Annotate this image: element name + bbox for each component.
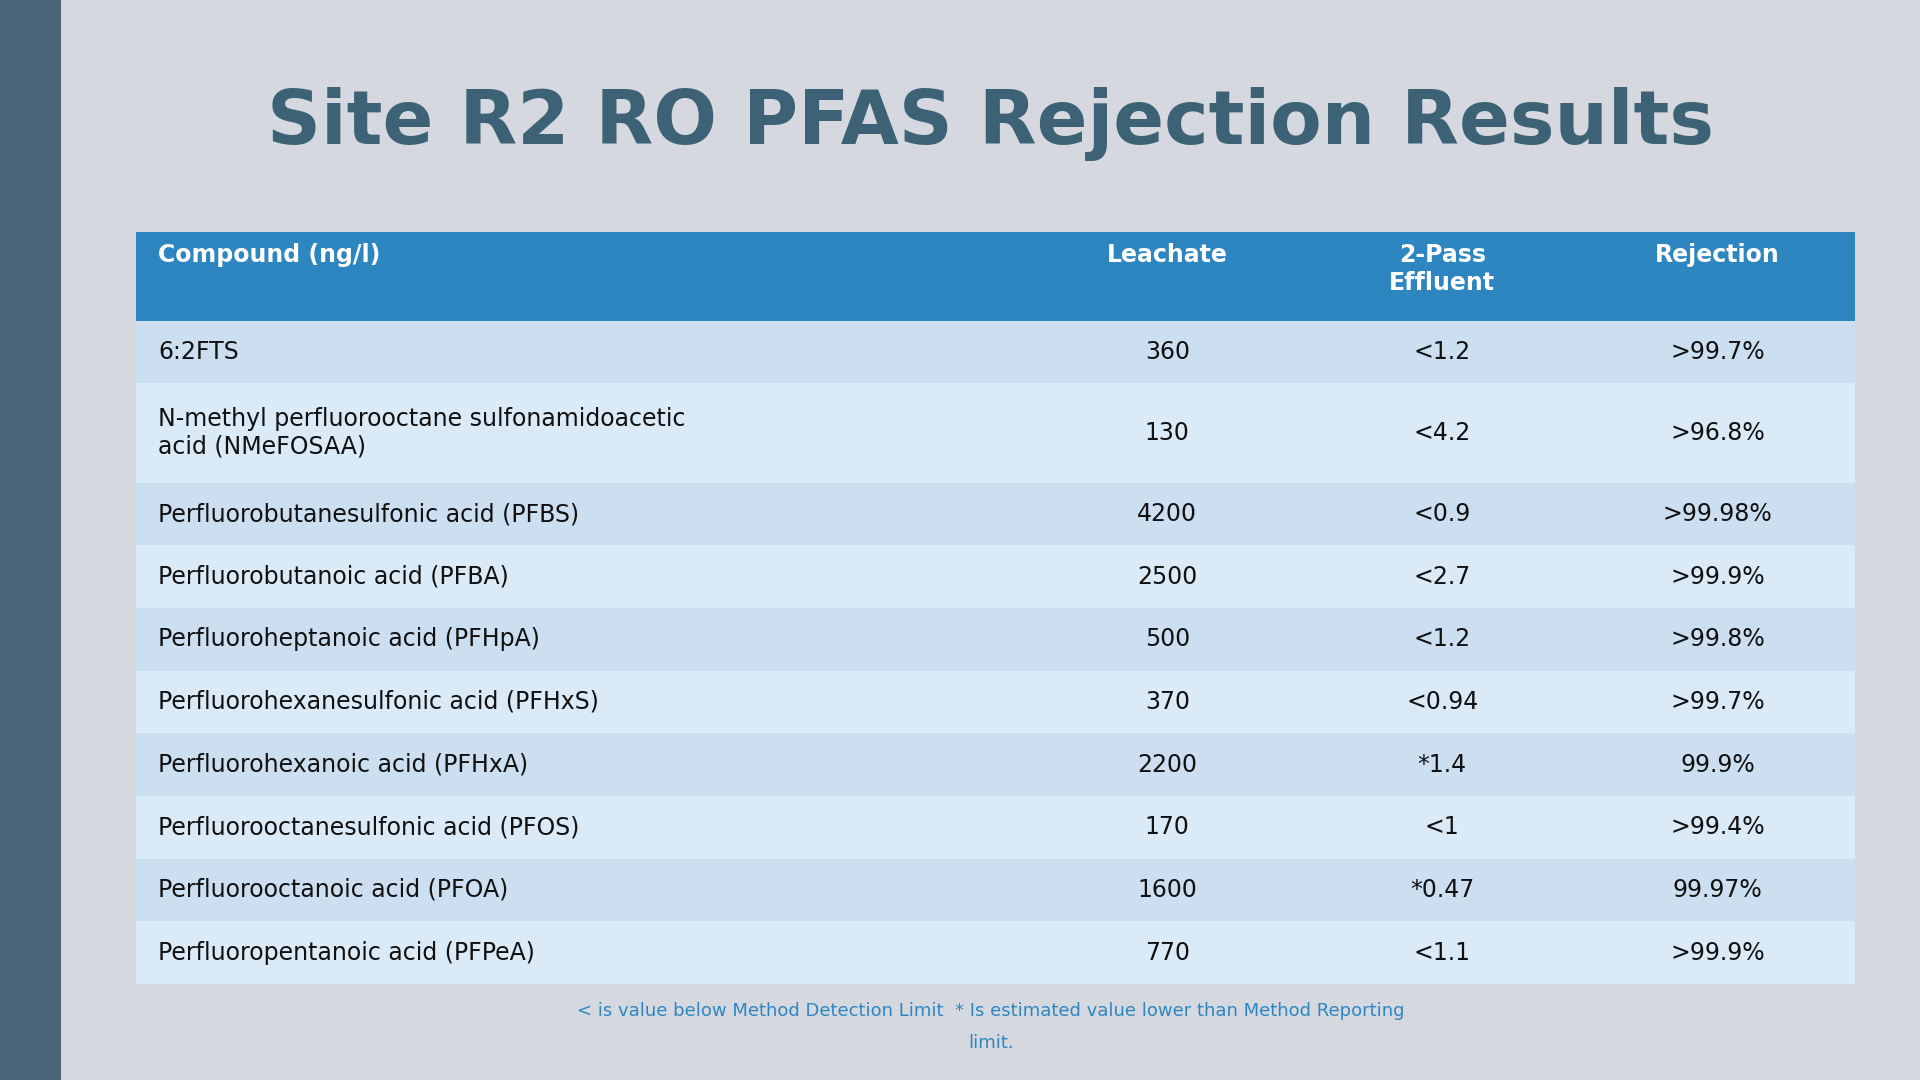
Bar <box>136 921 1855 984</box>
Text: <1.1: <1.1 <box>1413 941 1471 964</box>
Text: Perfluorooctanesulfonic acid (PFOS): Perfluorooctanesulfonic acid (PFOS) <box>157 815 580 839</box>
Text: >99.98%: >99.98% <box>1663 502 1772 526</box>
Text: 500: 500 <box>1144 627 1190 651</box>
Text: >96.8%: >96.8% <box>1670 421 1764 445</box>
Text: >99.7%: >99.7% <box>1670 340 1764 364</box>
Text: Perfluoroheptanoic acid (PFHpA): Perfluoroheptanoic acid (PFHpA) <box>157 627 540 651</box>
Text: 2500: 2500 <box>1137 565 1198 589</box>
Text: Rejection: Rejection <box>1655 243 1780 267</box>
Text: 1600: 1600 <box>1137 878 1198 902</box>
Text: >99.8%: >99.8% <box>1670 627 1764 651</box>
Text: >99.9%: >99.9% <box>1670 941 1764 964</box>
Bar <box>136 483 1855 545</box>
Text: *1.4: *1.4 <box>1417 753 1467 777</box>
Text: 170: 170 <box>1144 815 1190 839</box>
Text: 360: 360 <box>1144 340 1190 364</box>
Text: 2200: 2200 <box>1137 753 1198 777</box>
Text: < is value below Method Detection Limit  * Is estimated value lower than Method : < is value below Method Detection Limit … <box>578 1002 1404 1020</box>
Text: limit.: limit. <box>968 1035 1014 1052</box>
Bar <box>136 608 1855 671</box>
Bar <box>136 545 1855 608</box>
Text: Leachate: Leachate <box>1106 243 1227 267</box>
Bar <box>136 232 1855 321</box>
Text: Site R2 RO PFAS Rejection Results: Site R2 RO PFAS Rejection Results <box>267 87 1715 161</box>
Text: <2.7: <2.7 <box>1413 565 1471 589</box>
Text: >99.7%: >99.7% <box>1670 690 1764 714</box>
Text: <0.94: <0.94 <box>1405 690 1478 714</box>
Text: Compound (ng/l): Compound (ng/l) <box>157 243 380 267</box>
Text: 130: 130 <box>1144 421 1190 445</box>
Text: 6:2FTS: 6:2FTS <box>157 340 238 364</box>
Text: 2-Pass
Effluent: 2-Pass Effluent <box>1390 243 1496 295</box>
Text: 770: 770 <box>1144 941 1190 964</box>
Text: >99.4%: >99.4% <box>1670 815 1764 839</box>
Text: <1: <1 <box>1425 815 1459 839</box>
Bar <box>136 859 1855 921</box>
Text: Perfluorohexanesulfonic acid (PFHxS): Perfluorohexanesulfonic acid (PFHxS) <box>157 690 599 714</box>
Bar <box>136 321 1855 383</box>
Text: 99.97%: 99.97% <box>1672 878 1763 902</box>
Text: N-methyl perfluorooctane sulfonamidoacetic
acid (NMeFOSAA): N-methyl perfluorooctane sulfonamidoacet… <box>157 407 685 459</box>
Text: >99.9%: >99.9% <box>1670 565 1764 589</box>
Bar <box>136 733 1855 796</box>
Text: *0.47: *0.47 <box>1409 878 1475 902</box>
Text: Perfluoropentanoic acid (PFPeA): Perfluoropentanoic acid (PFPeA) <box>157 941 536 964</box>
Text: 99.9%: 99.9% <box>1680 753 1755 777</box>
Bar <box>136 383 1855 483</box>
Text: <1.2: <1.2 <box>1413 340 1471 364</box>
Text: Perfluorobutanesulfonic acid (PFBS): Perfluorobutanesulfonic acid (PFBS) <box>157 502 580 526</box>
Text: Perfluorobutanoic acid (PFBA): Perfluorobutanoic acid (PFBA) <box>157 565 509 589</box>
Bar <box>136 796 1855 859</box>
Text: <1.2: <1.2 <box>1413 627 1471 651</box>
Text: <0.9: <0.9 <box>1413 502 1471 526</box>
Bar <box>136 671 1855 733</box>
Text: 370: 370 <box>1144 690 1190 714</box>
Text: <4.2: <4.2 <box>1413 421 1471 445</box>
Text: 4200: 4200 <box>1137 502 1198 526</box>
Text: Perfluorooctanoic acid (PFOA): Perfluorooctanoic acid (PFOA) <box>157 878 509 902</box>
Text: Perfluorohexanoic acid (PFHxA): Perfluorohexanoic acid (PFHxA) <box>157 753 528 777</box>
